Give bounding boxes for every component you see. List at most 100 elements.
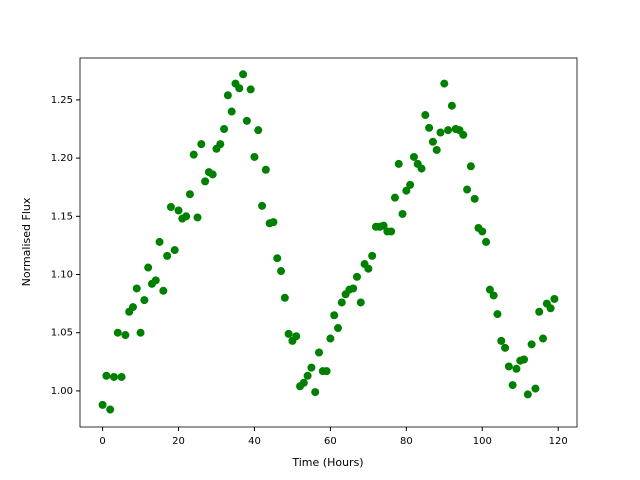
data-point [402, 186, 411, 195]
data-point [379, 221, 388, 230]
data-point [478, 227, 487, 236]
data-point [117, 372, 126, 381]
data-point [406, 180, 415, 189]
data-point [140, 296, 149, 305]
data-point [428, 137, 437, 146]
data-point [390, 193, 399, 202]
data-point [337, 298, 346, 307]
data-point [216, 140, 225, 149]
data-point [447, 101, 456, 110]
data-point [311, 388, 320, 397]
y-axis-label: Normalised Flux [20, 197, 33, 286]
data-point [527, 340, 536, 349]
data-point [261, 165, 270, 174]
data-point [277, 267, 286, 276]
data-point [417, 164, 426, 173]
data-point [182, 212, 191, 221]
data-point [174, 206, 183, 215]
data-point [113, 328, 122, 337]
x-tick-label: 0 [99, 436, 105, 447]
data-point [493, 310, 502, 319]
y-tick-label: 1.05 [51, 328, 73, 339]
data-point [387, 227, 396, 236]
data-point [273, 254, 282, 263]
y-tick-label: 1.20 [51, 153, 73, 164]
data-point [235, 84, 244, 93]
data-point [170, 246, 179, 255]
data-point [520, 355, 529, 364]
data-point [303, 371, 312, 380]
data-point [159, 286, 168, 295]
data-point [193, 213, 202, 222]
data-point [501, 343, 510, 352]
data-point [523, 390, 532, 399]
data-point [535, 307, 544, 316]
data-point [292, 332, 301, 341]
y-tick-label: 1.00 [51, 386, 73, 397]
data-point [151, 276, 160, 285]
data-point [432, 145, 441, 154]
data-point [470, 194, 479, 203]
data-point [155, 237, 164, 246]
data-point [550, 294, 559, 303]
data-point [444, 126, 453, 135]
data-point [223, 91, 232, 100]
data-point [330, 311, 339, 320]
data-point [531, 384, 540, 393]
data-point [136, 328, 145, 337]
data-point [109, 372, 118, 381]
data-point [352, 272, 361, 281]
data-point [208, 170, 217, 179]
data-point [102, 371, 111, 380]
x-tick-label: 120 [549, 436, 568, 447]
data-point [201, 177, 210, 186]
data-point [489, 291, 498, 300]
data-point [246, 85, 255, 94]
data-point [482, 237, 491, 246]
data-point [185, 190, 194, 199]
data-point [166, 202, 175, 211]
y-tick-label: 1.10 [51, 270, 73, 281]
data-point [284, 329, 293, 338]
data-point [425, 123, 434, 132]
data-point [394, 159, 403, 168]
data-point [227, 107, 236, 116]
data-point [163, 251, 172, 260]
data-point [197, 140, 206, 149]
data-point [280, 293, 289, 302]
data-point [463, 185, 472, 194]
data-point [326, 334, 335, 343]
data-point [220, 125, 229, 134]
data-point [239, 70, 248, 79]
data-point [409, 152, 418, 161]
data-point [368, 251, 377, 260]
x-tick-label: 100 [473, 436, 492, 447]
data-point [398, 209, 407, 218]
data-point [315, 348, 324, 357]
data-point [485, 285, 494, 294]
data-point [242, 116, 251, 125]
data-point [121, 331, 130, 340]
data-point [436, 128, 445, 137]
data-point [512, 364, 521, 373]
data-point [421, 111, 430, 120]
y-tick-label: 1.15 [51, 211, 73, 222]
data-point [307, 363, 316, 372]
data-point [254, 126, 263, 135]
data-point [349, 284, 358, 293]
x-tick-label: 80 [400, 436, 413, 447]
data-point [333, 324, 342, 333]
x-tick-label: 40 [248, 436, 261, 447]
data-point [546, 304, 555, 313]
data-point [106, 405, 115, 414]
data-point [504, 362, 513, 371]
data-point [299, 378, 308, 387]
data-point [250, 152, 259, 161]
data-point [440, 79, 449, 88]
data-point [356, 298, 365, 307]
data-point [322, 367, 331, 376]
y-tick-label: 1.25 [51, 95, 73, 106]
data-point [508, 381, 517, 390]
